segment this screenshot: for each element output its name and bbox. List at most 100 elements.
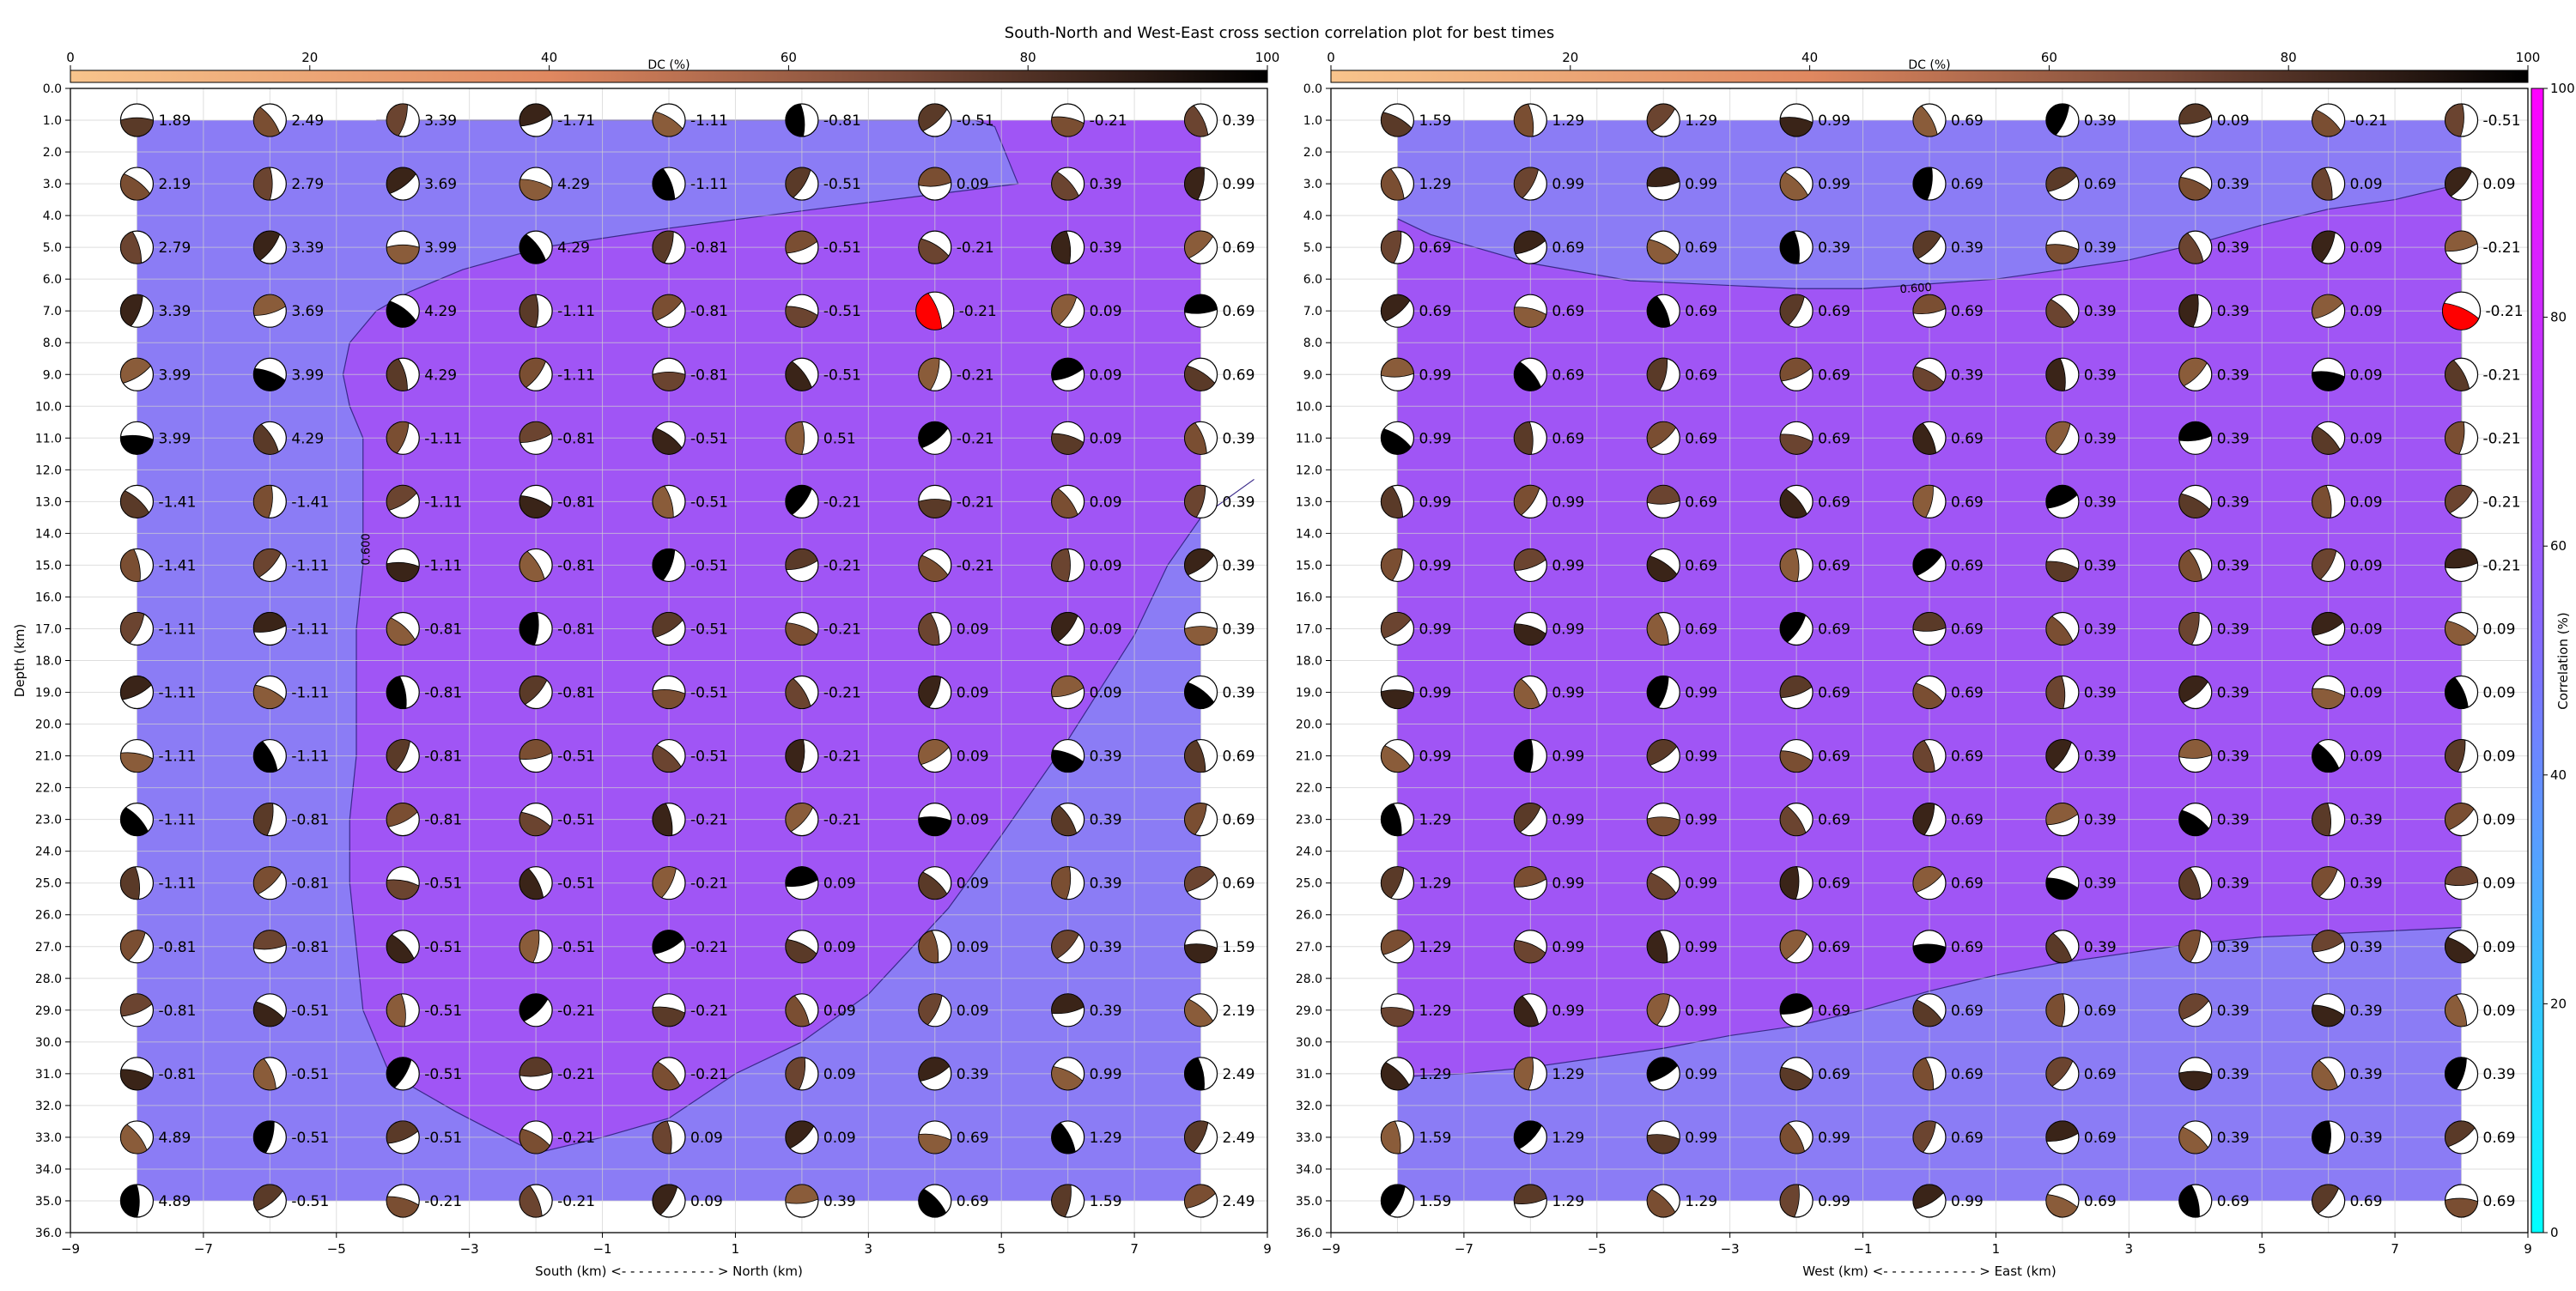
time-shift-label: 0.69 (1552, 239, 1584, 257)
time-shift-label: 4.89 (158, 1193, 191, 1210)
beachball-compressional-quadrant (2312, 1120, 2331, 1155)
beachball-compressional-quadrant (1051, 230, 1072, 264)
time-shift-label: 0.99 (1419, 494, 1451, 511)
beachball (1779, 1057, 1814, 1091)
time-shift-label: 0.39 (2217, 239, 2250, 257)
x-tick-label: 9 (1263, 1241, 1272, 1257)
time-shift-label: 0.09 (2350, 176, 2383, 193)
time-shift-label: 0.39 (1223, 685, 1255, 702)
beachball (1912, 611, 1947, 646)
beachball-compressional-quadrant (918, 612, 940, 646)
contour-label: 0.600 (1899, 282, 1932, 297)
time-shift-label: 0.39 (2084, 685, 2117, 702)
correlation-colorbar-tick-label: 80 (2550, 310, 2567, 325)
beachball (1051, 103, 1085, 137)
beachball-compressional-quadrant (1646, 295, 1671, 328)
x-tick-label: 5 (2257, 1241, 2266, 1257)
time-shift-label: 0.69 (1951, 176, 1984, 193)
time-shift-label: 0.09 (2350, 303, 2383, 320)
time-shift-label: 0.09 (2483, 939, 2516, 956)
time-shift-label: 0.69 (1951, 557, 1984, 574)
beachball (1380, 1120, 1415, 1155)
y-tick-label: 21.0 (35, 750, 62, 764)
beachball (1646, 167, 1680, 201)
beachball-compressional-quadrant (918, 555, 949, 582)
time-shift-label: 0.69 (1818, 303, 1850, 320)
beachball (519, 803, 553, 837)
beachball-compressional-quadrant (1646, 1134, 1680, 1155)
time-shift-label: 0.99 (1951, 1193, 1984, 1210)
time-shift-label: 0.39 (2217, 1066, 2250, 1083)
beachball-compressional-quadrant (2178, 103, 2212, 124)
beachball (1051, 1057, 1085, 1091)
beachball (2312, 421, 2346, 455)
time-shift-label: 1.29 (1552, 1066, 1584, 1083)
time-shift-label: 0.99 (1090, 1066, 1122, 1083)
beachball-compressional-quadrant (386, 1057, 412, 1088)
beachball-compressional-quadrant (2045, 103, 2070, 136)
time-shift-label: 0.39 (2350, 1130, 2383, 1147)
beachball-compressional-quadrant (2045, 877, 2079, 900)
beachball-compressional-quadrant (1381, 549, 1403, 581)
time-shift-label: 0.69 (957, 1193, 989, 1210)
time-shift-label: -1.11 (158, 621, 196, 638)
beachball-compressional-quadrant (253, 423, 279, 455)
time-shift-label: 1.59 (1223, 939, 1255, 956)
beachball-compressional-quadrant (1646, 167, 1680, 187)
time-shift-label: -0.51 (424, 1130, 462, 1147)
beachball (1646, 738, 1680, 773)
beachball-compressional-quadrant (1051, 993, 1084, 1015)
beachball-compressional-quadrant (1184, 1120, 1209, 1153)
y-tick-label: 25.0 (1296, 877, 1322, 891)
time-shift-label: -0.51 (690, 749, 728, 766)
beachball-compressional-quadrant (519, 1128, 550, 1155)
time-shift-label: 0.99 (1685, 876, 1717, 893)
x-tick-label: −1 (592, 1241, 611, 1257)
beachball-compressional-quadrant (2045, 244, 2080, 264)
beachball-compressional-quadrant (785, 306, 818, 328)
time-shift-label: -0.21 (557, 1003, 595, 1020)
beachball-compressional-quadrant (2312, 549, 2337, 580)
beachball (1912, 803, 1947, 837)
beachball (2045, 357, 2080, 391)
beachball (519, 866, 553, 900)
time-shift-label: 0.09 (2350, 494, 2383, 511)
beachball (652, 357, 686, 391)
time-shift-label: 0.69 (1818, 749, 1850, 766)
beachball-compressional-quadrant (2445, 1057, 2467, 1090)
beachball (1183, 803, 1218, 837)
beachball (1380, 1057, 1415, 1091)
beachball (1051, 675, 1085, 710)
y-tick-label: 35.0 (35, 1195, 62, 1209)
beachball (652, 738, 686, 773)
time-shift-label: 2.49 (1223, 1193, 1255, 1210)
beachball (1912, 930, 1947, 964)
beachball-compressional-quadrant (519, 103, 552, 127)
time-shift-label: 0.09 (2350, 749, 2383, 766)
time-shift-label: -0.21 (823, 494, 861, 511)
beachball (386, 866, 420, 900)
beachball-compressional-quadrant (1779, 230, 1800, 264)
time-shift-label: 0.09 (2483, 621, 2516, 638)
beachball-compressional-quadrant (120, 358, 152, 384)
y-tick-label: 5.0 (43, 241, 62, 255)
y-tick-label: 7.0 (43, 305, 62, 318)
beachball-compressional-quadrant (519, 233, 547, 264)
beachball-compressional-quadrant (2445, 620, 2476, 646)
beachball (1051, 357, 1085, 391)
beachball-compressional-quadrant (1779, 993, 1814, 1015)
beachball (2312, 103, 2346, 137)
time-shift-label: 0.99 (1685, 812, 1717, 829)
beachball-compressional-quadrant (1779, 750, 1813, 773)
y-tick-label: 27.0 (1296, 941, 1322, 955)
time-shift-label: -0.81 (557, 494, 595, 511)
time-shift-label: -0.21 (2483, 494, 2521, 511)
beachball-compressional-quadrant (2178, 1185, 2200, 1218)
beachball-compressional-quadrant (2178, 176, 2211, 201)
y-tick-label: 22.0 (35, 782, 62, 796)
beachball (519, 421, 553, 455)
beachball-compressional-quadrant (1051, 1066, 1084, 1091)
time-shift-label: 0.09 (2350, 367, 2383, 384)
time-shift-label: 0.99 (1419, 430, 1451, 447)
time-shift-label: 0.69 (1951, 812, 1984, 829)
